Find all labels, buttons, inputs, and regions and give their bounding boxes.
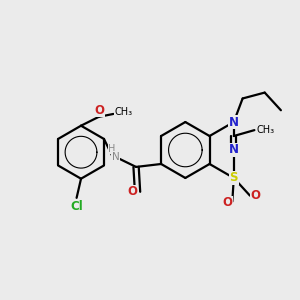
Text: O: O [250, 189, 260, 202]
Text: CH₃: CH₃ [256, 125, 274, 135]
Text: O: O [94, 104, 104, 117]
Text: CH₃: CH₃ [115, 107, 133, 118]
Text: H: H [108, 144, 116, 154]
Text: N: N [229, 116, 239, 128]
Text: O: O [222, 196, 232, 209]
Text: N: N [229, 143, 239, 157]
Text: S: S [230, 172, 238, 184]
Text: N: N [112, 152, 120, 162]
Text: Cl: Cl [70, 200, 83, 213]
Text: O: O [127, 185, 137, 199]
